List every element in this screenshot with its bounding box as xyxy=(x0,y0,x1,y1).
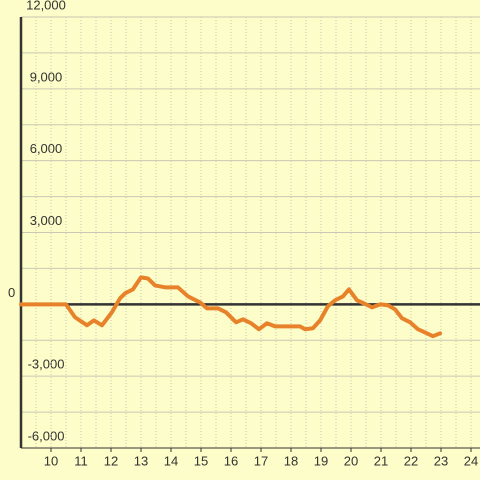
y-tick-label: 9,000 xyxy=(30,69,63,84)
x-tick-label: 22 xyxy=(404,453,418,468)
x-tick-label: 17 xyxy=(254,453,268,468)
y-tick-label: 3,000 xyxy=(30,213,63,228)
x-tick-label: 11 xyxy=(74,453,88,468)
x-tick-label: 14 xyxy=(164,453,178,468)
x-tick-label: 16 xyxy=(224,453,238,468)
y-tick-label: 12,000 xyxy=(26,0,66,12)
x-tick-label: 12 xyxy=(104,453,118,468)
y-tick-label: -3,000 xyxy=(28,357,65,372)
x-tick-label: 18 xyxy=(284,453,298,468)
x-tick-label: 20 xyxy=(344,453,358,468)
x-tick-label: 10 xyxy=(44,453,58,468)
y-tick-label: 6,000 xyxy=(30,141,63,156)
x-tick-label: 21 xyxy=(374,453,388,468)
x-tick-label: 23 xyxy=(434,453,448,468)
x-tick-label: 15 xyxy=(194,453,208,468)
y-tick-label: -6,000 xyxy=(28,428,65,443)
x-tick-label: 19 xyxy=(314,453,328,468)
line xyxy=(19,275,443,339)
y-tick-label: 0 xyxy=(8,285,15,300)
x-tick-label: 13 xyxy=(134,453,148,468)
x-tick-label: 24 xyxy=(464,453,478,468)
